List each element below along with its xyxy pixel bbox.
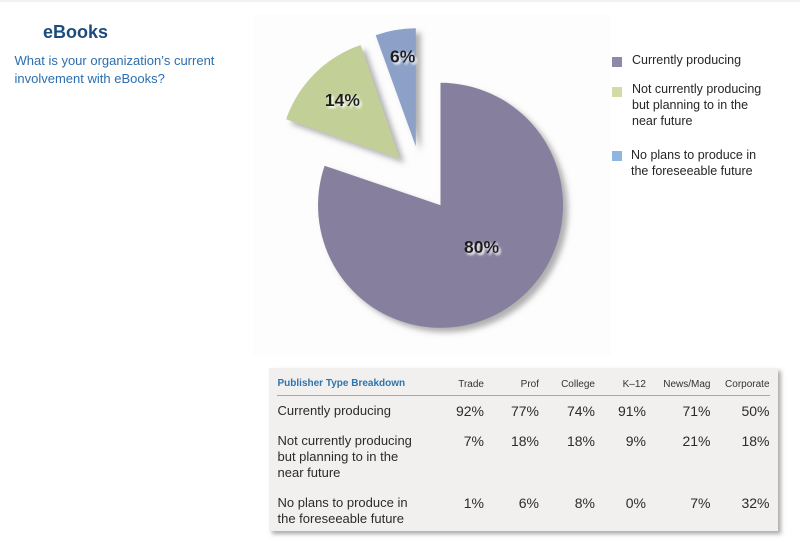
- svg-text:14%: 14%: [325, 90, 360, 110]
- svg-text:80%: 80%: [464, 237, 499, 257]
- svg-text:6%: 6%: [390, 47, 416, 67]
